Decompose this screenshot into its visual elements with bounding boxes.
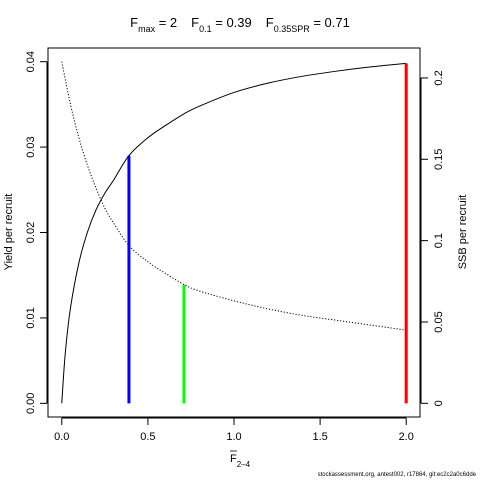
y-right-tick-label: 0.05	[433, 311, 445, 332]
title-fmax-value: = 2	[155, 15, 177, 30]
y-left-tick-label: 0.02	[25, 222, 37, 243]
x-axis-title: F2–4	[230, 450, 251, 469]
x-axis: 0.0 0.5 1.0 1.5 2.0	[54, 417, 414, 443]
x-tick-label: 1.0	[226, 431, 241, 443]
y-axis-right-title: SSB per recruit	[457, 195, 469, 270]
footer-credit: stockassessment.org, antest002, r17864, …	[318, 472, 477, 478]
y-left-tick-label: 0.04	[25, 51, 37, 72]
y-axis-right: 0 0.05 0.1 0.15 0.2	[420, 70, 445, 406]
title-f035-value: = 0.71	[310, 15, 350, 30]
title-f01-sub: 0.1	[199, 24, 212, 34]
title-fmax-sub: max	[138, 24, 156, 34]
y-left-tick-label: 0.03	[25, 136, 37, 157]
ssb-per-recruit-line	[61, 61, 407, 331]
chart-title: Fmax = 2 F0.1 = 0.39 F0.35SPR = 0.71	[130, 15, 350, 34]
y-left-tick-label: 0.01	[25, 307, 37, 328]
title-fmax-symbol: F	[130, 15, 138, 30]
x-tick-label: 1.5	[312, 431, 327, 443]
x-tick-label: 0.5	[140, 431, 155, 443]
x-axis-title-sub: 2–4	[237, 460, 251, 469]
title-f01-symbol: F	[191, 15, 199, 30]
y-left-tick-label: 0.00	[25, 393, 37, 414]
series-layer	[61, 61, 407, 404]
x-tick-label: 2.0	[399, 431, 414, 443]
title-f01-value: = 0.39	[212, 15, 252, 30]
title-f035-sub: 0.35SPR	[274, 24, 311, 34]
y-axis-left: 0.00 0.01 0.02 0.03 0.04	[25, 51, 48, 414]
y-right-tick-label: 0.15	[433, 149, 445, 170]
x-axis-title-symbol: F	[230, 453, 237, 465]
reference-lines	[127, 63, 408, 404]
title-f035-symbol: F	[266, 15, 274, 30]
x-tick-label: 0.0	[54, 431, 69, 443]
plot-frame	[47, 47, 421, 418]
svg-text:F2–4: F2–4	[230, 453, 251, 469]
yield-per-recruit-line	[61, 62, 407, 404]
y-right-tick-label: 0.2	[433, 70, 445, 85]
y-right-tick-label: 0	[433, 400, 445, 406]
y-right-tick-label: 0.1	[433, 233, 445, 248]
y-axis-left-title: Yield per recruit	[3, 194, 15, 271]
